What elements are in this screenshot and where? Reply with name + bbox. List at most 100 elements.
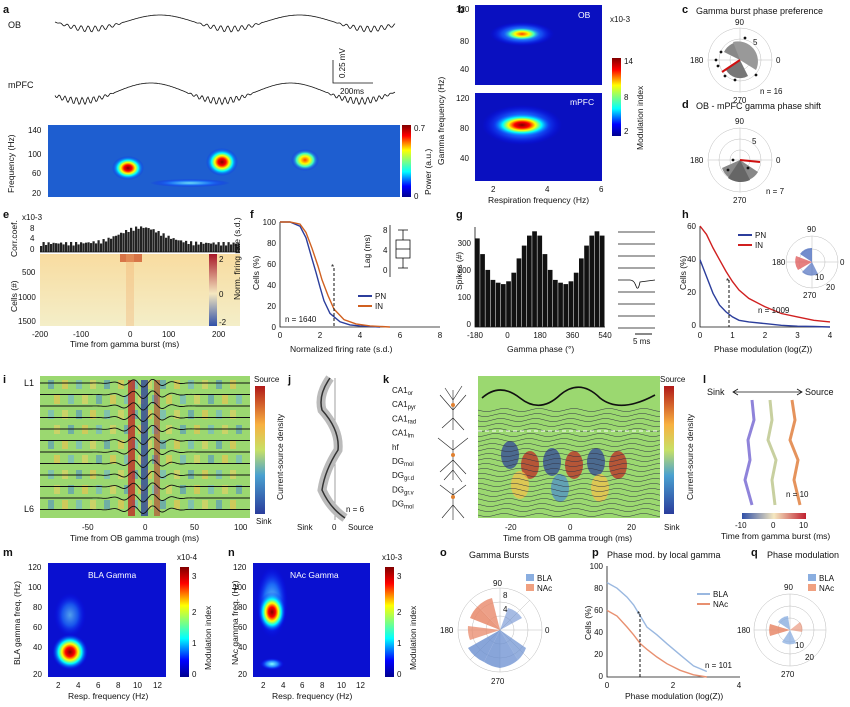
p-xtick: 4: [737, 681, 742, 690]
e-xcorr-bar: [125, 229, 128, 252]
e-xcorr-bar: [152, 229, 155, 252]
o-legend-nac: NAc: [537, 584, 552, 593]
i-lfp-trace: [40, 390, 250, 399]
n-xtick: 2: [261, 681, 266, 690]
p-ytick: 0: [599, 672, 604, 681]
e-ytick: 8: [30, 224, 35, 233]
e-xcorr-bar: [97, 240, 100, 252]
b-ytick: 120: [456, 5, 470, 14]
h-xtick: 1: [730, 331, 735, 340]
b-ytick: 40: [460, 65, 469, 74]
d-polar-plot: [707, 127, 773, 193]
m-xtick: 12: [153, 681, 162, 690]
h-ytick: 60: [687, 222, 696, 231]
e-xcorr-bar: [120, 232, 123, 252]
n-xtick: 4: [281, 681, 286, 690]
e-xcorr-bar: [42, 242, 45, 252]
k-layer-label: DGmol: [392, 457, 414, 468]
f-xtick: 6: [398, 331, 403, 340]
a-ob-label: OB: [8, 20, 21, 30]
g-bar: [537, 235, 543, 327]
e-xcorr-bar: [122, 233, 125, 252]
k-layer-label: CA1rad: [392, 414, 416, 425]
f-inset-ylabel: Lag (ms): [362, 234, 372, 268]
e-xcorr-bar: [105, 241, 108, 252]
i-xtick: 50: [190, 523, 199, 532]
h-legend-in: IN: [755, 241, 763, 250]
f-inset-tick: 8: [383, 226, 388, 235]
b-mpfc-label: mPFC: [570, 97, 594, 107]
f-inset-tick: 0: [383, 266, 388, 275]
i-source: Source: [254, 375, 280, 384]
e-xcorr-bar: [102, 239, 105, 252]
i-xtick: -50: [82, 523, 94, 532]
e-xcorr-bar: [232, 242, 235, 252]
i-lfp-trace: [40, 424, 250, 434]
g-bar: [558, 282, 563, 327]
e-xcorr-bar: [100, 243, 103, 252]
l-trace-sink: [743, 399, 756, 506]
g-bar: [506, 281, 511, 327]
g-bar: [579, 258, 584, 327]
g-bar: [589, 235, 595, 327]
k-lfp-trace: [477, 478, 661, 482]
m-cbar-tick: 2: [192, 608, 197, 617]
c-angle: 180: [690, 56, 704, 65]
q-angle: 90: [784, 583, 793, 592]
e-xcorr-bar: [67, 245, 70, 252]
h-series-in: [699, 225, 831, 323]
k-lfp-traces: [477, 408, 661, 517]
e-xcorr-bar: [195, 241, 198, 252]
e-xcorr-bar: [117, 234, 120, 252]
panel-label-q: q: [751, 547, 758, 559]
k-lfp-trace: [477, 463, 660, 467]
g-ytick: 100: [458, 293, 472, 302]
e-xtick: 200: [212, 330, 226, 339]
a-ylabel: Frequency (Hz): [6, 134, 16, 193]
p-ytick: 20: [594, 650, 603, 659]
m-cbar-tick: 3: [192, 572, 197, 581]
e-xcorr-bar: [115, 235, 118, 252]
e-ylabel: Cells (#): [9, 280, 19, 312]
panel-label-n: n: [228, 547, 235, 559]
g-bar: [490, 279, 496, 327]
m-ytick: 40: [33, 643, 42, 652]
b-ytick: 120: [456, 94, 470, 103]
e-xcorr-bar: [60, 242, 63, 252]
e-xlabel: Time from gamma burst (ms): [70, 339, 179, 349]
a-cbar-tick: 0: [414, 192, 419, 201]
i-lfp-trace: [40, 493, 250, 503]
n-ytick: 40: [238, 643, 247, 652]
g-bar: [568, 281, 574, 327]
e-xcorr-bar: [222, 241, 225, 252]
k-lfp-trace: [477, 503, 661, 507]
n-xtick: 6: [300, 681, 305, 690]
b-ytick: 80: [460, 37, 469, 46]
a-burst-3: [291, 149, 319, 171]
g-bar: [542, 254, 548, 327]
b-xtick: 4: [545, 185, 550, 194]
n-cbar-tick: 2: [397, 608, 402, 617]
i-xlabel: Time from OB gamma trough (ms): [70, 533, 199, 543]
i-bottom-label: L6: [24, 504, 34, 514]
k-layer-label: DGgr.v: [392, 485, 414, 496]
g-bar: [547, 269, 553, 327]
a-scale-bar: [332, 60, 373, 84]
h-xtick: 3: [795, 331, 800, 340]
k-lfp-trace: [477, 413, 660, 417]
m-xtick: 6: [96, 681, 101, 690]
k-ob-gamma-trace: [481, 386, 656, 407]
m-cbar-label: Modulation index: [203, 605, 213, 670]
h-xtick: 0: [698, 331, 703, 340]
m-xtick: 4: [76, 681, 81, 690]
q-angle: 270: [781, 670, 795, 679]
a-scale-v: 0.25 mV: [338, 48, 347, 78]
p-legend-nac: NAc: [713, 600, 728, 609]
o-angle: 180: [440, 626, 454, 635]
f-xtick: 0: [278, 331, 283, 340]
e-xcorr-bar: [55, 243, 58, 252]
g-bar: [563, 284, 569, 327]
e-xcorr-bar: [132, 230, 135, 252]
b-xtick: 2: [491, 185, 496, 194]
g-bar: [594, 231, 600, 327]
